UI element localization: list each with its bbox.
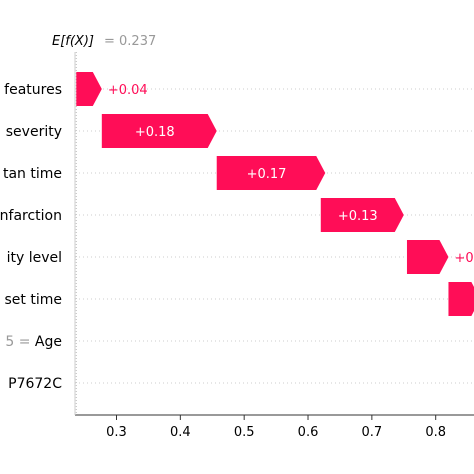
feature-name: P7672C [8,376,62,392]
expected-value-text: = 0.237 [104,34,156,49]
feature-name: set time [5,292,62,308]
feature-name: features [4,82,62,98]
feature-label: ity level [7,250,62,266]
contribution-value-label: +0.17 [247,167,287,182]
feature-label: set time [5,292,62,308]
feature-label: 5 = Age [5,334,62,350]
positive-contribution-bar [320,198,404,232]
positive-contribution-bar [216,156,326,190]
contribution-bars: +0.04 +0.18 +0.17 +0.13 +0 [76,72,474,316]
x-tick-label: 0.3 [106,425,127,440]
positive-contribution-bar [101,114,217,148]
feature-name: Age [35,334,62,350]
contribution-value-label: +0 [454,251,473,266]
x-tick-label: 0.7 [362,425,383,440]
contribution-value-label: +0.18 [135,125,175,140]
feature-name: nfarction [0,208,62,224]
x-tick-label: 0.8 [425,425,446,440]
x-axis: 0.3 0.4 0.5 0.6 0.7 0.8 [74,52,474,440]
x-tick-label: 0.6 [298,425,319,440]
expected-value-label: E[f(X)] [52,34,94,49]
feature-label: severity [6,124,62,140]
positive-contribution-bar [406,240,449,274]
positive-contribution-bar [448,282,474,316]
feature-label: tan time [3,166,62,182]
x-tick-label: 0.4 [170,425,191,440]
feature-label: P7672C [8,376,62,392]
feature-name: severity [6,124,62,140]
contribution-value-label: +0.04 [108,83,148,98]
feature-labels: features severity tan time nfarction ity lev… [0,82,62,392]
x-tick-label: 0.5 [234,425,255,440]
positive-contribution-bar [76,72,102,106]
feature-label: nfarction [0,208,62,224]
feature-name: tan time [3,166,62,182]
contribution-value-label: +0.13 [338,209,378,224]
expected-value-marker: E[f(X)] = 0.237 [52,34,156,415]
feature-label: features [4,82,62,98]
feature-name: ity level [7,250,62,266]
feature-value-prefix: 5 = [5,334,35,350]
